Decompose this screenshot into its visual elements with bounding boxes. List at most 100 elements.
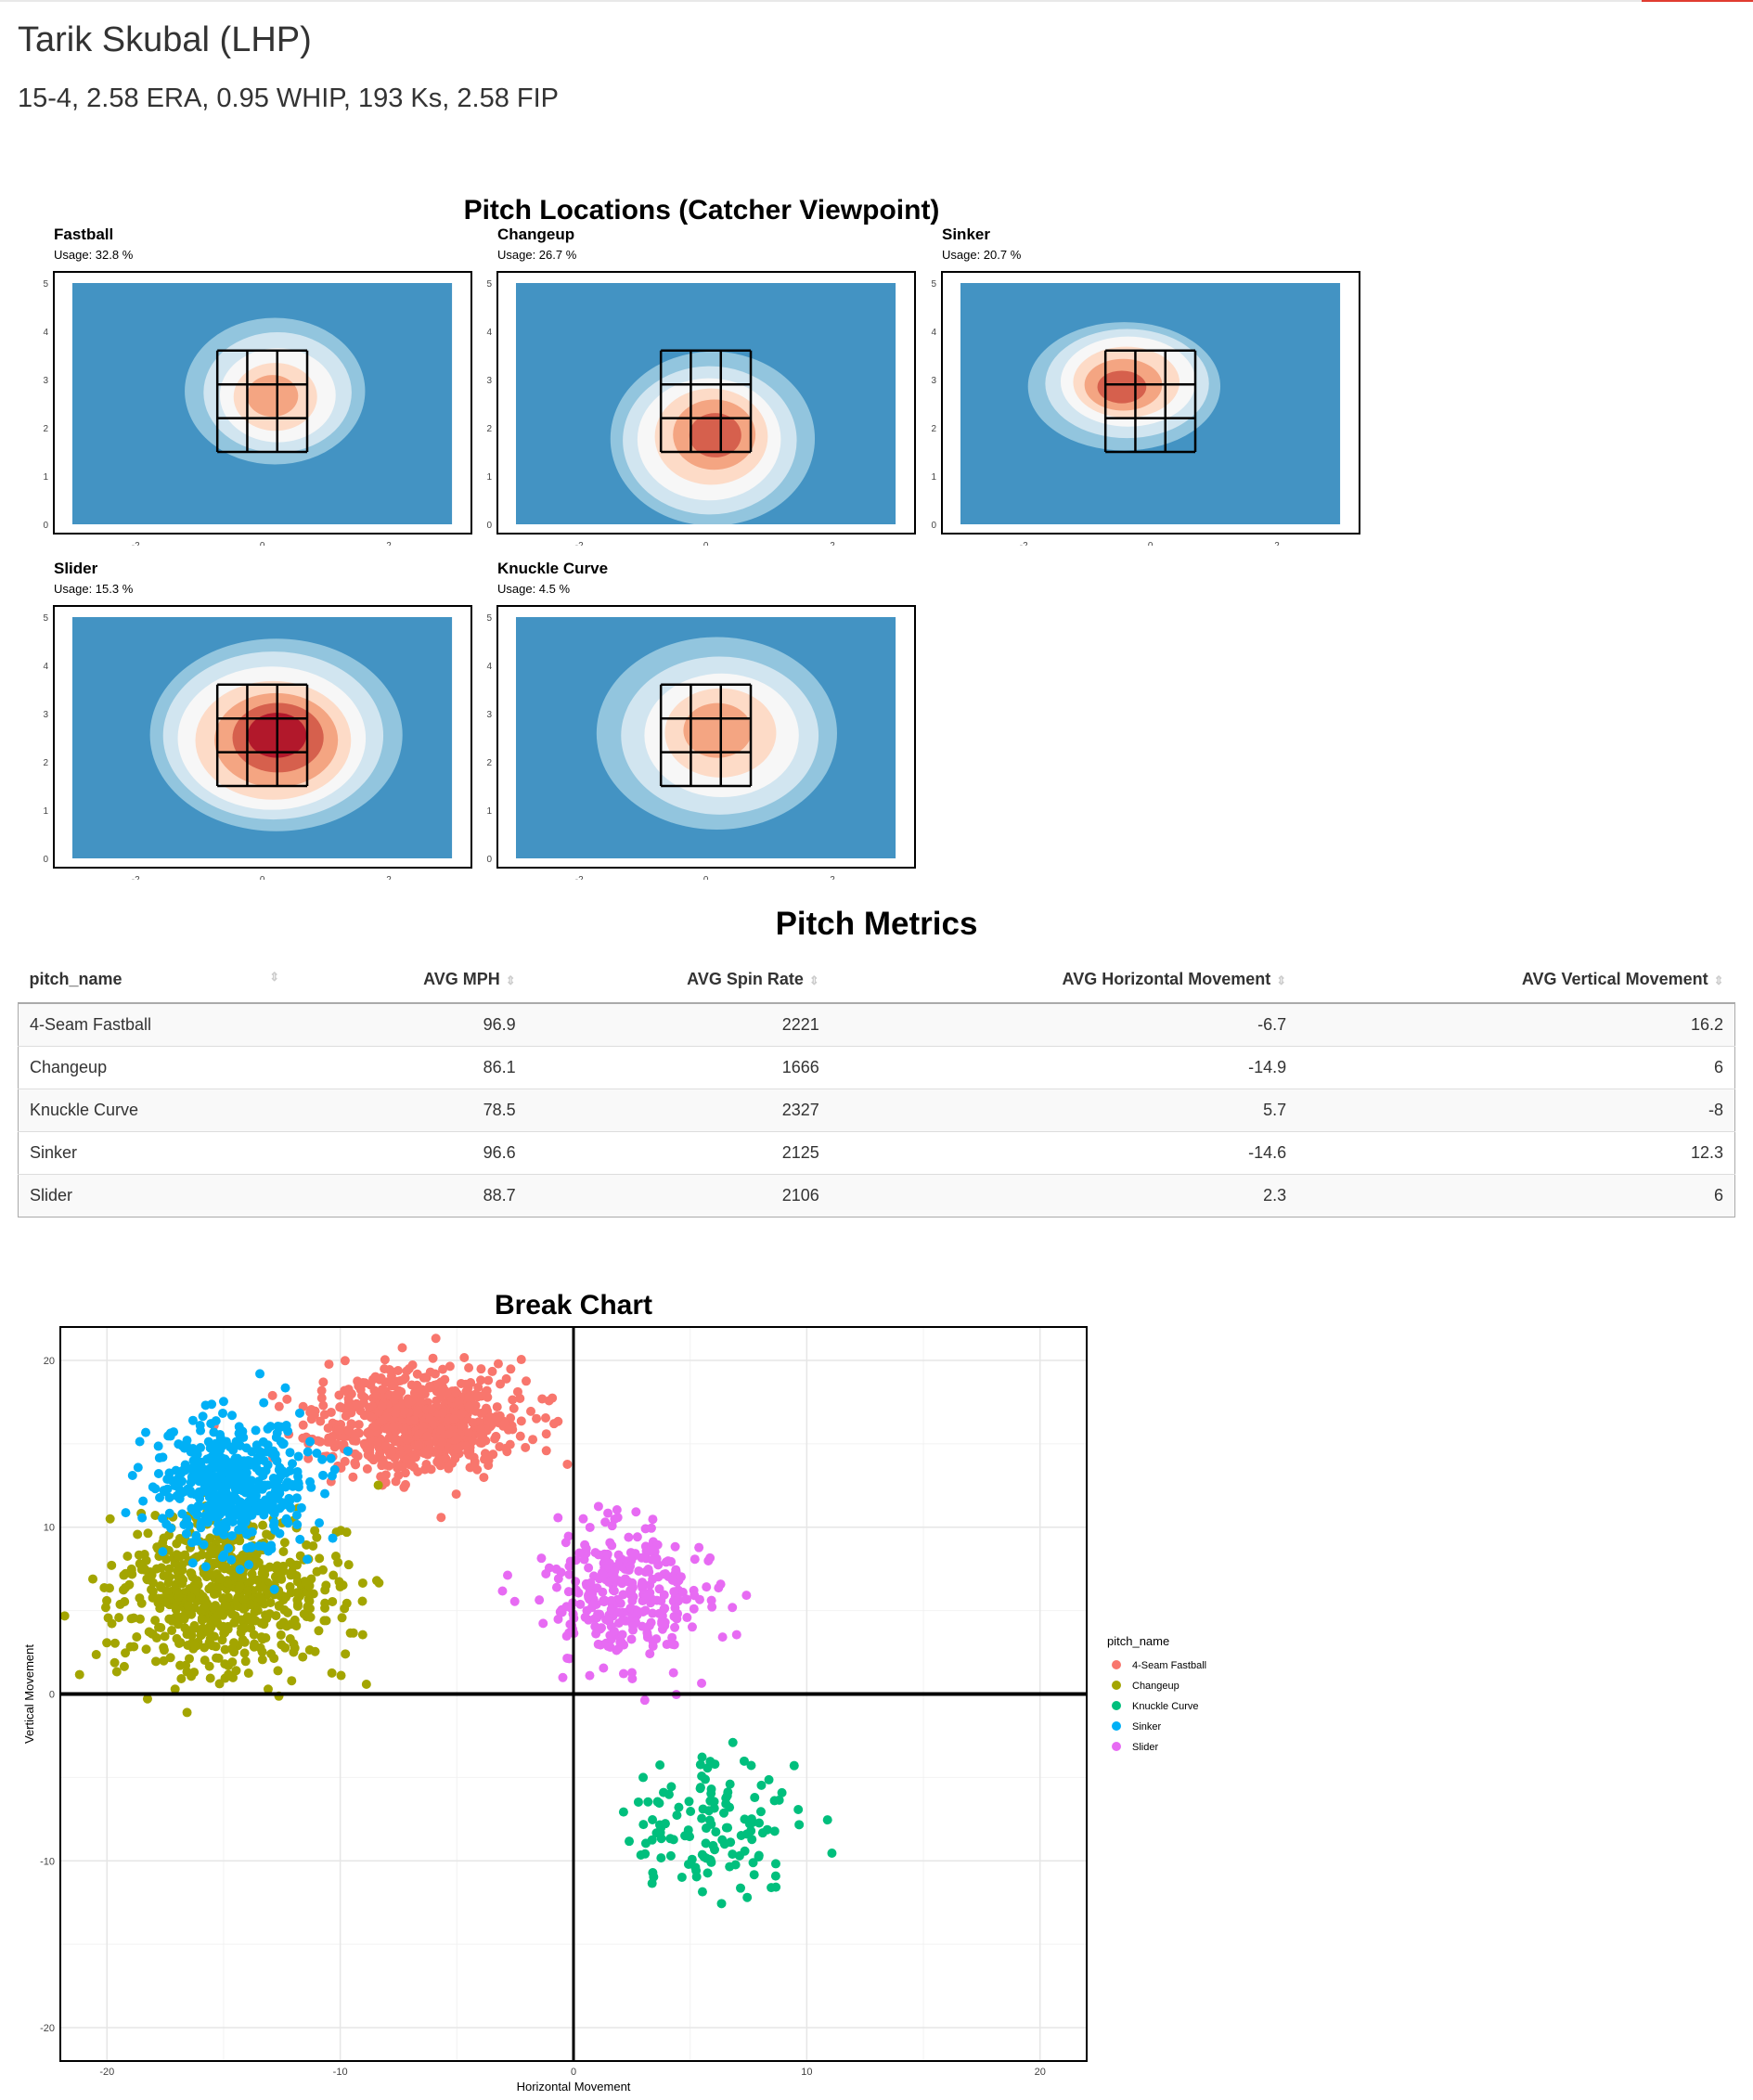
data-point	[320, 1598, 330, 1608]
data-point	[624, 1532, 634, 1542]
data-point	[316, 1385, 327, 1396]
data-point	[233, 1483, 243, 1493]
data-point	[348, 1628, 358, 1638]
data-point	[173, 1565, 183, 1576]
data-point	[233, 1601, 243, 1611]
column-header[interactable]: AVG MPH ⇕	[287, 956, 527, 1004]
data-point	[686, 1806, 696, 1816]
data-point	[114, 1613, 124, 1623]
data-point	[711, 1827, 721, 1837]
data-point	[191, 1530, 201, 1540]
data-point	[308, 1540, 318, 1551]
data-point	[124, 1579, 135, 1590]
data-point	[238, 1456, 249, 1466]
data-point	[367, 1412, 377, 1423]
y-tick-label: 3	[43, 376, 48, 386]
data-point	[197, 1550, 207, 1560]
column-header[interactable]: AVG Horizontal Movement ⇕	[830, 956, 1298, 1004]
data-point	[362, 1463, 372, 1474]
data-point	[612, 1513, 623, 1523]
data-point	[155, 1492, 165, 1502]
sort-icon[interactable]: ⇕	[1276, 973, 1287, 987]
data-point	[291, 1493, 302, 1503]
data-point	[601, 1615, 612, 1625]
data-point	[277, 1574, 287, 1584]
sort-icon[interactable]: ⇕	[505, 973, 516, 987]
data-point	[285, 1501, 295, 1512]
table-cell: 5.7	[830, 1089, 1298, 1132]
data-point	[263, 1585, 273, 1595]
panel-usage: Usage: 32.8 %	[54, 248, 134, 262]
sort-icon[interactable]: ⇕	[808, 973, 819, 987]
data-point	[335, 1402, 345, 1412]
data-point	[609, 1586, 619, 1596]
data-point	[340, 1356, 350, 1366]
column-header[interactable]: AVG Spin Rate ⇕	[526, 956, 831, 1004]
legend-label: Sinker	[1132, 1721, 1162, 1733]
column-header[interactable]: pitch_name ⇕	[18, 956, 288, 1004]
data-point	[159, 1571, 169, 1581]
data-point	[371, 1389, 381, 1399]
panel-title: Fastball	[54, 225, 114, 243]
data-point	[599, 1597, 609, 1607]
data-point	[350, 1458, 360, 1468]
data-point	[492, 1402, 502, 1412]
data-point	[170, 1481, 180, 1491]
data-point	[584, 1563, 594, 1573]
pitcher-stats: 15-4, 2.58 ERA, 0.95 WHIP, 193 Ks, 2.58 …	[18, 84, 560, 113]
sort-icon[interactable]: ⇕	[269, 969, 280, 984]
data-point	[386, 1448, 396, 1458]
data-point	[664, 1789, 674, 1799]
data-point	[201, 1598, 212, 1608]
data-point	[695, 1783, 705, 1793]
legend-swatch	[1112, 1681, 1121, 1690]
data-point	[338, 1580, 348, 1591]
data-point	[273, 1493, 283, 1503]
data-point	[668, 1668, 678, 1678]
data-point	[282, 1394, 292, 1404]
sort-icon[interactable]: ⇕	[1713, 973, 1724, 987]
table-cell: 2.3	[830, 1174, 1298, 1217]
data-point	[218, 1408, 228, 1418]
data-point	[717, 1835, 728, 1845]
data-point	[477, 1438, 487, 1449]
data-point	[436, 1513, 446, 1523]
column-header-label: AVG Vertical Movement	[1521, 969, 1708, 988]
data-point	[648, 1814, 658, 1824]
column-header[interactable]: AVG Vertical Movement ⇕	[1297, 956, 1735, 1004]
data-point	[268, 1520, 278, 1530]
data-point	[487, 1366, 497, 1376]
data-point	[553, 1614, 563, 1624]
data-point	[153, 1469, 163, 1479]
data-point	[627, 1673, 638, 1683]
data-point	[151, 1564, 161, 1574]
data-point	[204, 1569, 214, 1579]
data-point	[437, 1408, 447, 1418]
data-point	[725, 1862, 735, 1872]
data-point	[274, 1475, 284, 1485]
data-point	[314, 1626, 324, 1636]
table-cell: 12.3	[1297, 1131, 1735, 1175]
data-point	[155, 1580, 165, 1591]
data-point	[337, 1613, 347, 1623]
data-point	[251, 1425, 261, 1436]
data-point	[187, 1609, 197, 1619]
location-panel: Knuckle Curve Usage: 4.5 % -2 0 2 0 1 2 3 4 5	[470, 560, 924, 880]
data-point	[150, 1656, 161, 1667]
data-point	[461, 1441, 471, 1451]
data-point	[177, 1465, 187, 1475]
data-point	[586, 1578, 596, 1588]
data-point	[195, 1501, 205, 1512]
data-point	[207, 1581, 217, 1591]
data-point	[343, 1560, 354, 1570]
table-cell: Sinker	[18, 1131, 288, 1175]
legend-label: Changeup	[1132, 1681, 1179, 1692]
legend-swatch	[1112, 1660, 1121, 1669]
data-point	[436, 1424, 446, 1435]
data-point	[414, 1387, 424, 1398]
density-plot: -2 0 2 0 1 2 3 4 5	[486, 605, 916, 880]
data-point	[143, 1528, 153, 1539]
data-point	[200, 1487, 211, 1497]
data-point	[246, 1600, 256, 1610]
data-point	[449, 1414, 459, 1424]
